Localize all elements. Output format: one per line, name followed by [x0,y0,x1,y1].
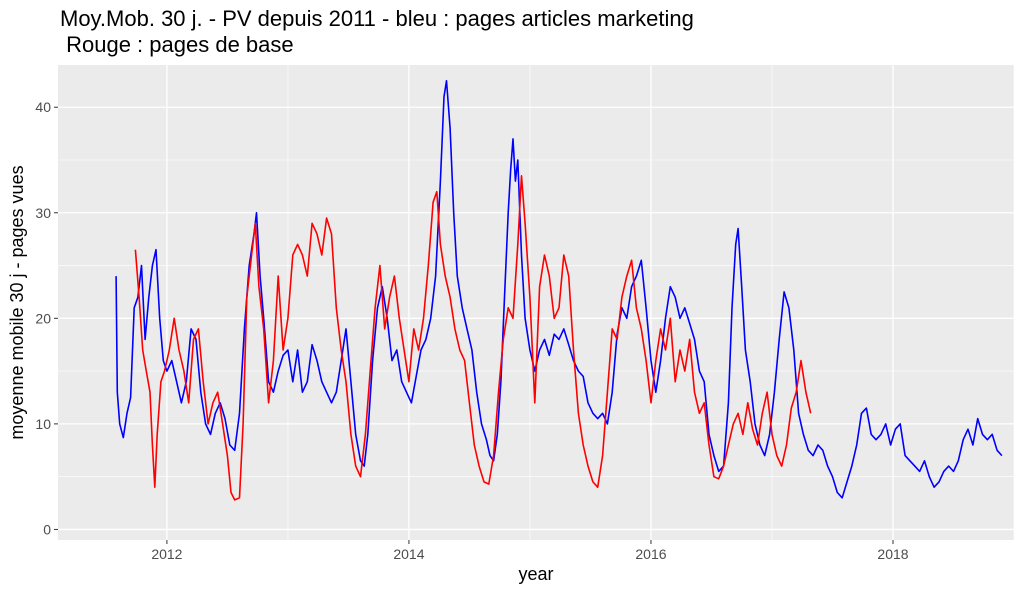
x-tick-label: 2018 [877,546,908,562]
x-tick-label: 2012 [151,546,182,562]
chart-title-line-2: Rouge : pages de base [60,32,294,57]
x-tick-label: 2016 [635,546,666,562]
major-gridlines [58,65,1014,540]
y-tick-label: 10 [35,416,51,432]
plot-panel [58,65,1014,540]
y-tick-label: 40 [35,99,51,115]
y-tick-label: 30 [35,205,51,221]
y-tick-label: 0 [43,521,51,537]
series-layer [115,80,1003,501]
y-axis-title: moyenne mobile 30 j - pages vues [7,165,27,439]
series-line-2 [134,175,812,501]
minor-gridlines [58,65,1015,540]
x-axis-title: year [518,564,553,584]
y-tick-label: 20 [35,310,51,326]
axes-layer: 2012 2014 2016 2018 0 10 20 30 40 [35,99,908,562]
chart-title-line-1: Moy.Mob. 30 j. - PV depuis 2011 - bleu :… [60,6,694,31]
x-tick-label: 2014 [393,546,424,562]
